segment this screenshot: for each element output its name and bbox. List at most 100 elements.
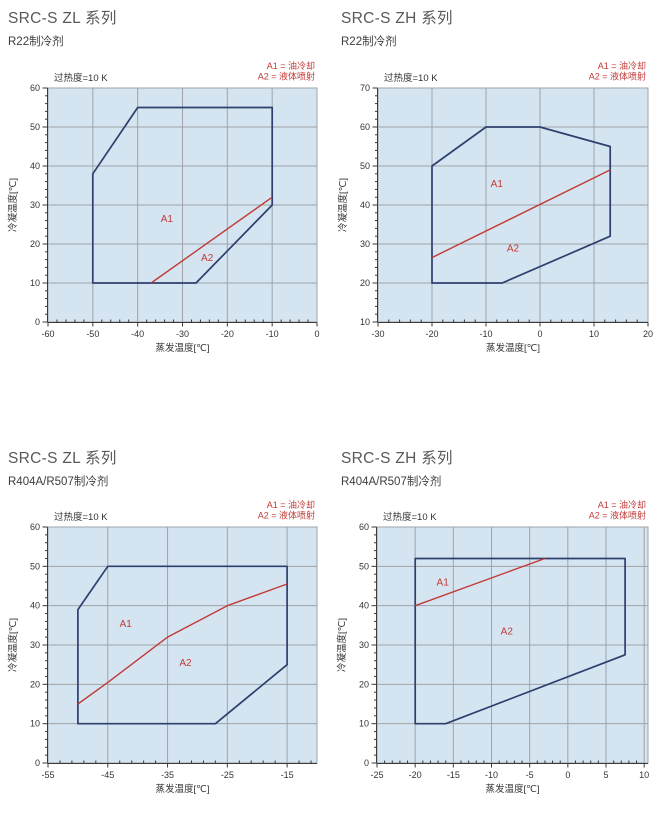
- x-tick-label: -10: [485, 770, 498, 780]
- y-tick-label: 60: [30, 83, 40, 93]
- x-tick-label: 10: [589, 329, 599, 339]
- y-axis: 0 10 20 30 40 50 60: [30, 522, 48, 768]
- y-axis-title: 冷凝温度[℃]: [7, 618, 19, 672]
- x-tick-label: -30: [371, 329, 384, 339]
- x-tick-label: -55: [41, 770, 54, 780]
- a1-a2-divider-line: [431, 169, 611, 259]
- chart-subtitle: R22制冷剂: [8, 36, 64, 48]
- y-tick-label: 30: [30, 640, 40, 650]
- chart-subtitle: R22制冷剂: [341, 36, 397, 48]
- y-tick-label: 60: [360, 122, 370, 132]
- y-tick-label: 0: [364, 758, 369, 768]
- x-tick-label: -35: [161, 770, 174, 780]
- y-tick-label: 50: [360, 161, 370, 171]
- chart-block-zl-r22: SRC-S ZL 系列 R22制冷剂 A1 A2 -60 -50 -40 -30 -20 -1…: [0, 0, 333, 440]
- chart-block-zh-r22: SRC-S ZH 系列 R22制冷剂 A1 A2 -30 -20 -10 0 10 20 10 2…: [333, 0, 665, 440]
- superheat-label: 过热度=10 K: [54, 511, 108, 523]
- x-tick-label: 0: [314, 329, 319, 339]
- x-tick-label: 5: [604, 770, 609, 780]
- y-tick-label: 60: [359, 522, 369, 532]
- x-axis-title: 蒸发温度[℃]: [156, 342, 210, 354]
- y-tick-label: 50: [30, 122, 40, 132]
- legend-line-a1: A1 = 油冷却: [598, 499, 646, 510]
- chart-block-zh-r404a: SRC-S ZH 系列 R404A/R507制冷剂 A1 A2 -25 -20 -15-…: [333, 440, 665, 814]
- chart-subtitle: R404A/R507制冷剂: [8, 476, 109, 488]
- chart-block-zl-r404a: SRC-S ZL 系列 R404A/R507制冷剂 A1 A2 -55 -45 -35-…: [0, 440, 333, 814]
- x-tick-label: -40: [131, 329, 144, 339]
- legend-line-a1: A1 = 油冷却: [267, 499, 315, 510]
- envelope-outline: [91, 106, 274, 284]
- envelope-chart-zl-r22: A1 A2 -60 -50 -40 -30 -20 -10 0 0 10 20 30 40 50 60 蒸发温度…: [7, 60, 320, 354]
- y-tick-label: 40: [359, 601, 369, 611]
- x-tick-label: 10: [639, 770, 649, 780]
- y-axis: 0 10 20 30 40 50 60: [30, 83, 48, 327]
- legend-line-a1: A1 = 油冷却: [598, 60, 646, 71]
- x-tick-label: -50: [86, 329, 99, 339]
- region-label-a2: A2: [507, 243, 520, 254]
- y-tick-label: 10: [30, 719, 40, 729]
- y-axis-title: 冷凝温度[℃]: [336, 618, 348, 672]
- x-tick-label: -45: [101, 770, 114, 780]
- y-tick-label: 10: [359, 719, 369, 729]
- region-label-a2: A2: [501, 627, 514, 638]
- y-tick-label: 50: [30, 561, 40, 571]
- y-tick-label: 10: [360, 317, 370, 327]
- chart-title: SRC-S ZL 系列: [8, 450, 117, 467]
- x-tick-label: -30: [176, 329, 189, 339]
- x-tick-label: -15: [447, 770, 460, 780]
- y-tick-label: 30: [360, 239, 370, 249]
- legend-line-a2: A2 = 液体喷射: [589, 71, 646, 82]
- x-axis: -30 -20 -10 0 10 20: [371, 319, 653, 339]
- y-tick-label: 30: [359, 640, 369, 650]
- chart-subtitle: R404A/R507制冷剂: [341, 476, 442, 488]
- region-label-a1: A1: [120, 619, 133, 630]
- a1-a2-divider-line: [150, 196, 273, 284]
- legend-line-a1: A1 = 油冷却: [267, 60, 315, 71]
- y-axis: 0 10 20 30 40 50 60: [359, 522, 377, 768]
- envelope-chart-zh-r22: A1 A2 -30 -20 -10 0 10 20 10 20 30 40 50 60 70 蒸发温度[℃] 冷…: [337, 60, 653, 354]
- y-tick-label: 40: [360, 200, 370, 210]
- a1-a2-divider-line: [77, 583, 288, 705]
- chart-title: SRC-S ZH 系列: [341, 10, 453, 27]
- x-axis: -25 -20 -15 -10 -5 0 5 10: [370, 760, 649, 780]
- x-axis: -55 -45 -35 -25 -15: [41, 760, 312, 780]
- y-tick-label: 20: [30, 239, 40, 249]
- y-tick-label: 40: [30, 161, 40, 171]
- x-axis: -60 -50 -40 -30 -20 -10 0: [41, 319, 320, 339]
- region-label-a2: A2: [179, 658, 192, 669]
- y-tick-label: 0: [35, 317, 40, 327]
- y-tick-label: 60: [30, 522, 40, 532]
- envelope-chart-zl-r404a: A1 A2 -55 -45 -35 -25 -15 0 10 20 30 40 50 60 蒸发温度[℃] 冷…: [7, 499, 318, 795]
- y-tick-label: 50: [359, 561, 369, 571]
- x-tick-label: -20: [409, 770, 422, 780]
- region-label-a1: A1: [161, 214, 174, 225]
- superheat-label: 过热度=10 K: [383, 511, 437, 523]
- x-tick-label: -10: [266, 329, 279, 339]
- y-tick-label: 70: [360, 83, 370, 93]
- a1-a2-divider-line: [414, 557, 546, 607]
- x-axis-title: 蒸发温度[℃]: [486, 342, 540, 354]
- region-label-a1: A1: [491, 179, 504, 190]
- y-tick-label: 0: [35, 758, 40, 768]
- y-tick-label: 40: [30, 601, 40, 611]
- x-tick-label: 0: [537, 329, 542, 339]
- y-tick-label: 30: [30, 200, 40, 210]
- x-tick-label: -10: [479, 329, 492, 339]
- x-tick-label: 20: [643, 329, 653, 339]
- envelope-outline: [77, 565, 288, 725]
- region-label-a2: A2: [201, 253, 214, 264]
- x-tick-label: -20: [221, 329, 234, 339]
- y-tick-label: 10: [30, 278, 40, 288]
- superheat-label: 过热度=10 K: [54, 72, 108, 84]
- y-axis: 10 20 30 40 50 60 70: [360, 83, 378, 327]
- legend-line-a2: A2 = 液体喷射: [589, 510, 646, 521]
- chart-title: SRC-S ZH 系列: [341, 450, 453, 467]
- y-tick-label: 20: [359, 679, 369, 689]
- x-tick-label: 0: [565, 770, 570, 780]
- y-tick-label: 20: [360, 278, 370, 288]
- x-axis-title: 蒸发温度[℃]: [486, 783, 540, 795]
- superheat-label: 过热度=10 K: [384, 72, 438, 84]
- x-axis-title: 蒸发温度[℃]: [156, 783, 210, 795]
- x-tick-label: -25: [370, 770, 383, 780]
